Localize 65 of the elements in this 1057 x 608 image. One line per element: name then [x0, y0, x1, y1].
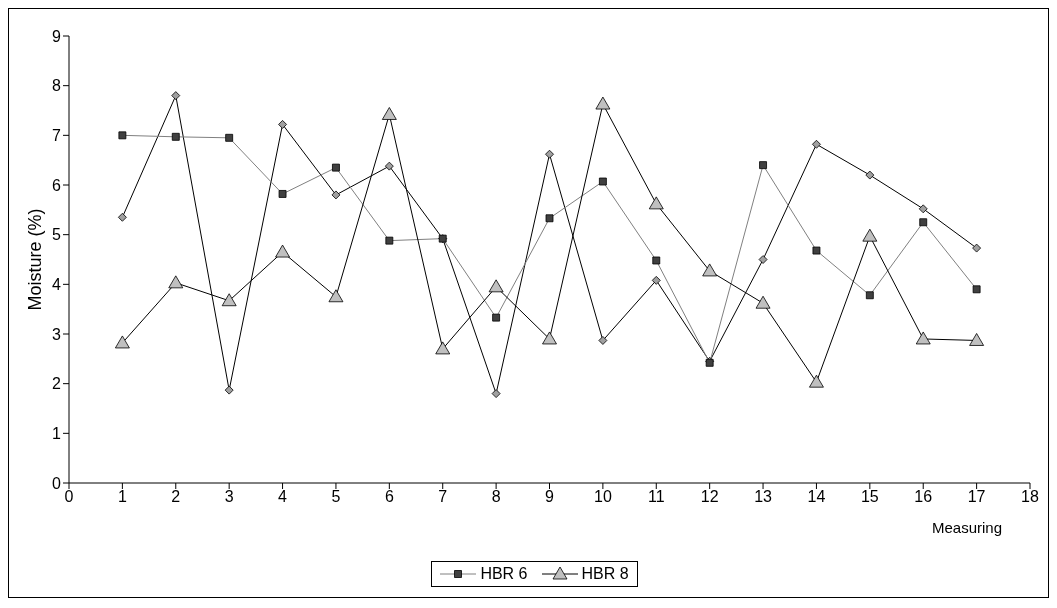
- x-tick-label: 0: [64, 488, 74, 506]
- point: [972, 243, 982, 253]
- point: [331, 190, 341, 200]
- y-tick-label: 5: [52, 226, 62, 244]
- legend-label: HBR 8: [581, 565, 629, 583]
- point: [224, 385, 234, 395]
- x-tick-label: 4: [278, 488, 288, 506]
- point: [702, 263, 718, 277]
- y-tick-label: 8: [52, 77, 62, 95]
- legend-label: HBR 6: [480, 565, 528, 583]
- point: [117, 212, 127, 222]
- point: [862, 228, 878, 242]
- x-tick-label: 17: [967, 488, 986, 506]
- point: [275, 244, 290, 258]
- point: [545, 149, 554, 159]
- x-tick-label: 2: [171, 488, 181, 506]
- point: [651, 275, 661, 285]
- point: [918, 204, 928, 214]
- x-tick-label: 16: [914, 488, 933, 506]
- x-tick-label: 9: [545, 488, 555, 506]
- point: [809, 374, 824, 388]
- y-axis-title: Moisture (%): [25, 208, 46, 311]
- point: [278, 120, 287, 129]
- y-tick-label: 6: [52, 176, 62, 194]
- x-tick-label: 13: [754, 488, 773, 506]
- point: [491, 389, 501, 398]
- y-tick-label: 2: [52, 375, 62, 393]
- point: [969, 333, 985, 346]
- point: [114, 335, 130, 349]
- point: [648, 196, 664, 210]
- point: [435, 341, 451, 355]
- x-tick-label: 5: [331, 488, 341, 506]
- point: [171, 91, 181, 100]
- y-tick-label: 7: [52, 127, 62, 145]
- x-tick-label: 18: [1021, 488, 1039, 506]
- y-tick-label: 3: [52, 325, 62, 343]
- y-tick-label: 1: [52, 425, 62, 443]
- point: [381, 107, 397, 120]
- point: [221, 293, 237, 307]
- point: [865, 170, 875, 180]
- point: [488, 279, 504, 293]
- x-axis-title: Measuring: [931, 519, 1002, 536]
- point: [595, 96, 611, 110]
- point: [915, 331, 931, 345]
- point: [328, 289, 344, 303]
- x-tick-label: 10: [593, 488, 612, 506]
- x-tick-label: 15: [860, 488, 879, 506]
- point: [542, 331, 557, 345]
- x-tick-label: 1: [117, 488, 127, 506]
- x-tick-label: 8: [491, 488, 501, 506]
- x-tick-label: 11: [647, 488, 665, 506]
- y-tick-label: 9: [52, 27, 62, 45]
- y-tick-label: 0: [52, 474, 62, 492]
- x-tick-label: 14: [807, 488, 826, 506]
- y-tick-label: 4: [52, 276, 62, 294]
- point: [812, 139, 821, 149]
- x-tick-label: 7: [438, 488, 448, 506]
- point: [168, 275, 184, 289]
- point: [755, 295, 771, 309]
- point: [758, 255, 768, 264]
- x-tick-label: 6: [384, 488, 394, 506]
- point: [384, 161, 394, 171]
- x-tick-label: 12: [700, 488, 719, 506]
- x-tick-label: 3: [224, 488, 234, 506]
- point: [598, 336, 608, 345]
